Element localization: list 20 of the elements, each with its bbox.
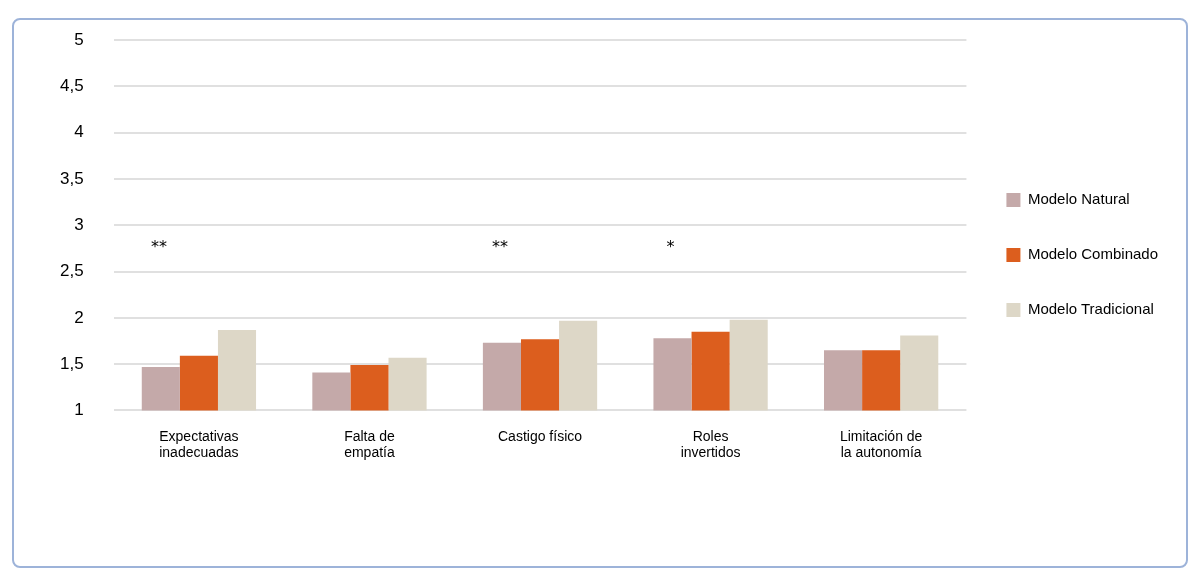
y-tick-label: 3,5 [59, 168, 84, 188]
y-tick-label: 5 [74, 29, 84, 49]
x-tick-label: Limitación de la autonomía [839, 427, 923, 461]
y-tick-label: 4 [74, 122, 84, 142]
y-tick-label: 2,5 [59, 261, 84, 281]
x-tick-label: Roles invertidos [680, 427, 741, 461]
y-tick-label: 3 [74, 214, 84, 234]
y-tick-label: 2 [74, 307, 84, 327]
annotation: ** [492, 236, 509, 256]
legend-label: Modelo Natural [1027, 190, 1130, 208]
annotation: ** [150, 236, 167, 256]
x-tick-label: Expectativas inadecuadas [159, 427, 239, 461]
legend-label: Modelo Tradicional [1027, 300, 1154, 318]
annotation: * [666, 236, 675, 256]
x-tick-label: Falta de empatía [344, 427, 395, 461]
x-tick-label: Castigo físico [498, 427, 583, 444]
y-tick-label: 1,5 [59, 353, 84, 373]
y-tick-label: 4,5 [59, 76, 84, 96]
y-tick-label: 1 [74, 400, 84, 420]
legend-label: Modelo Combinado [1027, 245, 1158, 263]
